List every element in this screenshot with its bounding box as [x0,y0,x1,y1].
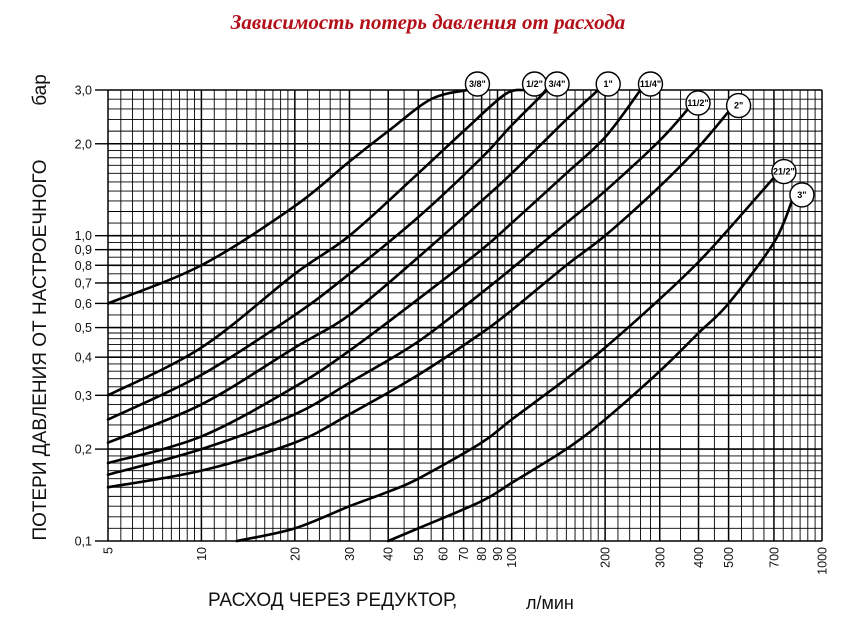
y-tick-label: 0,2 [75,443,92,457]
series-badge-label: 3" [797,190,806,200]
series-badges: 3/8" 1/2" 3/4" 1" 11/4" 11/2" 2" 21/2" 3" [464,71,815,208]
y-tick-label: 0,3 [75,389,92,403]
series-badge-label: 3/8" [469,79,486,89]
series-badge: 21/2" [771,158,797,185]
series-line [106,110,730,489]
chart-title: Зависимость потерь давления от расхода [230,10,626,34]
x-tick-label: 10 [195,547,209,561]
series-badge-circle [771,158,797,185]
series-line [235,176,776,543]
y-axis-label: ПОТЕРИ ДАВЛЕНИЯ ОТ НАСТРОЕЧНОГО [30,159,51,540]
y-tick-labels: 0,1 0,2 0,3 0,4 0,5 0,6 0,7 0,8 0,91,0 2,0 3,0 [75,84,108,549]
series-badge-circle [544,71,570,97]
x-tick-label: 500 [722,547,736,568]
y-tick-label: 0,4 [75,351,92,365]
series-badge-circle [685,90,711,116]
series-badge-circle [595,71,621,97]
series-line [106,88,549,421]
x-tick-label: 40 [382,547,396,561]
series-badge: 11/2" [685,90,711,116]
x-tick-label: 700 [767,547,781,568]
series-badge-circle [789,182,815,208]
series-line [106,88,526,397]
y-tick-label: 1,0 [75,229,92,243]
series-badge: 1/2" [521,71,548,97]
series-badge: 1" [595,71,621,97]
y-tick-label: 0,1 [75,535,92,549]
y-tick-label: 0,7 [75,276,92,290]
y-tick-label: 0,5 [75,321,92,335]
x-tick-label: 5 [102,547,116,554]
x-tick-label: 20 [288,547,302,561]
series-line [386,199,794,543]
x-tick-label: 200 [599,547,613,568]
y-tick-label: 3,0 [75,84,92,98]
x-axis-label: РАСХОД ЧЕРЕЗ РЕДУКТОР, [208,590,457,611]
series-badge-label: 1/2" [526,79,543,89]
grid [107,89,823,542]
series-line [106,88,469,305]
series-badge-label: 1" [604,79,613,89]
series-badge: 2" [725,92,752,119]
x-tick-label: 100 [505,547,519,568]
x-tick-label: 60 [436,547,450,561]
y-tick-label: 2,0 [75,137,92,151]
x-tick-label: 80 [475,547,489,561]
series-line [106,107,690,476]
x-tick-label: 300 [653,547,667,568]
x-tick-label: 70 [457,547,471,561]
x-tick-label: 90 [491,547,505,561]
series-badge: 3" [789,182,815,208]
x-tick-label: 1000 [816,547,830,575]
curves [106,88,794,543]
x-tick-labels: 5 10 20 30 40 50 60 70 80 90 100 200 300 400 500 700 100… [102,547,830,575]
y-tick-label: 0,6 [75,297,92,311]
x-axis-unit: л/мин [526,593,574,613]
series-line [106,88,642,465]
series-line [106,88,600,444]
series-badge-label: 2" [734,101,743,111]
series-badge-label: 3/4" [549,79,566,89]
series-badge-label: 21/2" [773,167,795,177]
series-badge: 3/8" [464,71,491,97]
series-badge-circle [637,71,664,97]
x-tick-label: 50 [412,547,426,561]
series-badge-label: 11/2" [687,98,708,108]
y-axis-unit: бар [30,74,51,106]
series-badge-label: 11/4" [640,79,661,89]
series-badge: 3/4" [544,71,570,97]
x-tick-label: 30 [343,547,357,561]
series-badge-circle [464,71,491,97]
series-badge-circle [725,92,752,119]
x-tick-label: 400 [692,547,706,568]
series-badge: 11/4" [637,71,664,97]
y-tick-label: 0,9 [75,243,92,257]
y-tick-label: 0,8 [75,259,92,273]
